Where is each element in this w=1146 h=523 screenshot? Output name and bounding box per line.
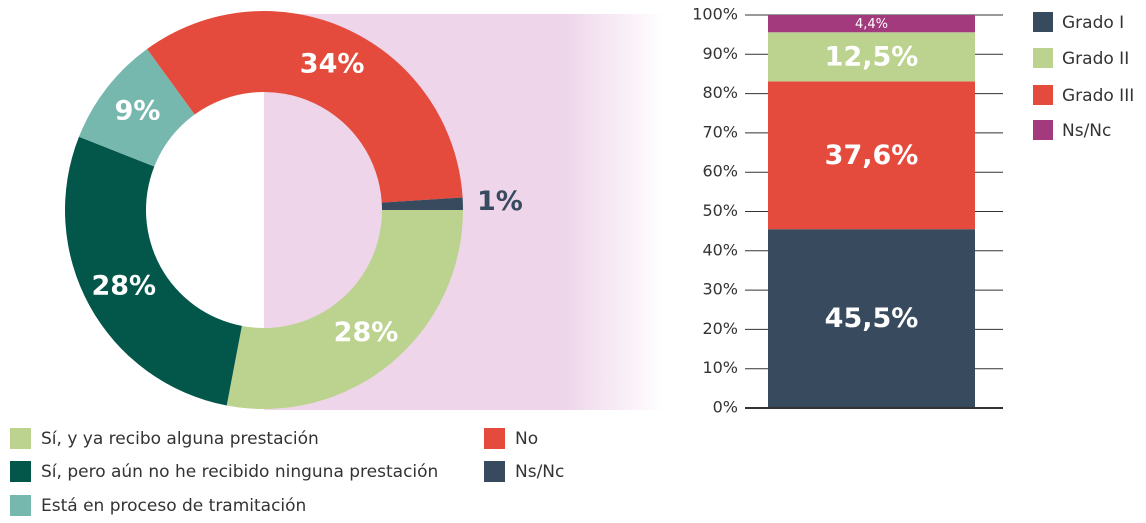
legend-swatch [1033, 120, 1053, 140]
bar-segment [768, 81, 975, 230]
legend-label: Grado III [1062, 86, 1134, 106]
y-tick-label: 50% [702, 201, 738, 220]
legend-label: Sí, pero aún no he recibido ninguna pres… [41, 462, 438, 482]
bar-label: 4,4% [855, 17, 888, 32]
bar-label: 12,5% [825, 41, 919, 72]
bar-label: 37,6% [825, 140, 919, 171]
legend-label: Sí, y ya recibo alguna prestación [41, 429, 319, 449]
legend-swatch [10, 495, 31, 516]
legend-swatch [484, 428, 505, 449]
slice-label: 9% [115, 95, 161, 126]
y-tick-label: 10% [702, 358, 738, 377]
bar-label: 45,5% [825, 303, 919, 334]
donut-slice [147, 11, 463, 203]
donut-slice [78, 49, 195, 167]
y-tick-label: 20% [702, 319, 738, 338]
bar-segment [768, 32, 975, 82]
y-tick-label: 60% [702, 162, 738, 181]
donut-slice [226, 210, 463, 409]
y-tick-label: 80% [702, 83, 738, 102]
slice-label: 28% [91, 271, 156, 302]
y-tick-label: 30% [702, 280, 738, 299]
legend-swatch [1033, 48, 1053, 68]
legend-swatch [484, 461, 505, 482]
y-tick-label: 40% [702, 240, 738, 259]
legend-swatch [10, 428, 31, 449]
y-tick-label: 100% [692, 5, 738, 24]
legend-label: Ns/Nc [1062, 121, 1111, 141]
slice-label: 28% [334, 317, 399, 348]
donut-slice [381, 197, 463, 210]
legend-swatch [1033, 12, 1053, 32]
y-tick-label: 70% [702, 122, 738, 141]
legend-label: Está en proceso de tramitación [41, 496, 306, 516]
slice-label: 1% [477, 186, 523, 217]
legend-swatch [1033, 85, 1053, 105]
legend-swatch [10, 461, 31, 482]
y-tick-label: 0% [713, 398, 738, 417]
donut-slice [64, 136, 242, 406]
y-tick-label: 90% [702, 44, 738, 63]
slice-label: 34% [300, 49, 365, 80]
legend-label: Grado I [1062, 13, 1124, 33]
bar-segment [768, 15, 975, 33]
legend-label: Grado II [1062, 49, 1129, 69]
legend-label: Ns/Nc [515, 462, 564, 482]
legend-label: No [515, 429, 538, 449]
bar-segment [768, 229, 975, 408]
